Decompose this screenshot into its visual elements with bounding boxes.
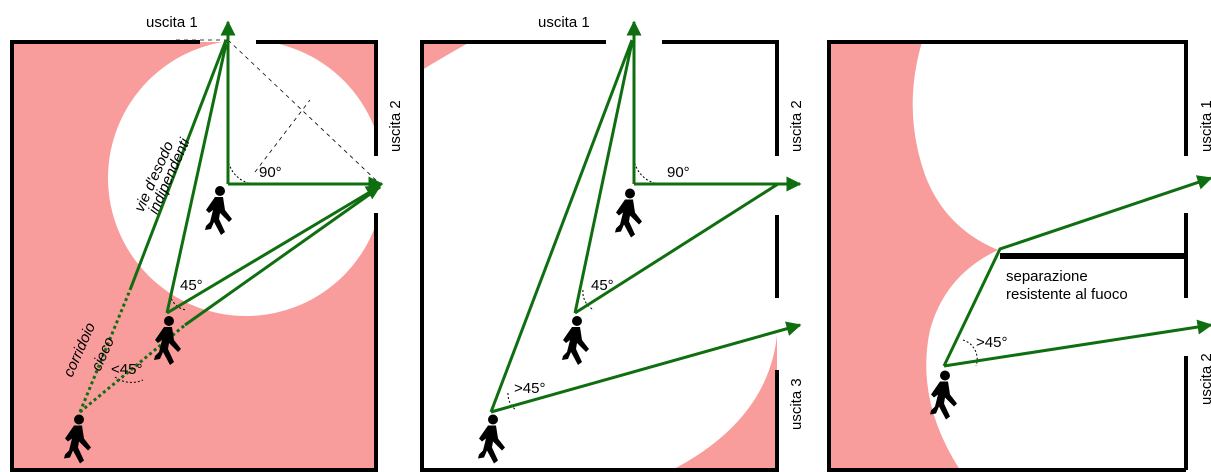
panel-3-zones xyxy=(829,42,998,470)
panel-2-routes xyxy=(489,20,802,414)
person-walking-icon xyxy=(562,316,589,365)
separation-label: resistente al fuoco xyxy=(1006,286,1128,303)
person-walking-icon xyxy=(930,370,957,420)
exit-label: uscita 1 xyxy=(1198,100,1211,152)
panel-1: uscita 1 uscita 2 90° 45° <45° vie d'eso… xyxy=(10,14,404,472)
panel-2-blind-zone xyxy=(422,42,470,70)
angle-label: >45° xyxy=(514,380,545,397)
exit-label: uscita 3 xyxy=(788,378,805,430)
route-arrow xyxy=(574,182,779,315)
person-walking-icon xyxy=(615,188,642,238)
panel-2-walls xyxy=(420,40,779,472)
exit-label: uscita 2 xyxy=(387,100,404,152)
route-arrow xyxy=(166,184,382,315)
wall xyxy=(10,40,378,472)
exit-label: uscita 2 xyxy=(788,100,805,152)
panel-3-guides xyxy=(962,339,978,367)
route-arrow xyxy=(489,39,634,413)
panel-3-blind-zone xyxy=(829,42,998,470)
panel-2: uscita 1 uscita 2 uscita 3 90° 45° >45° xyxy=(420,14,805,472)
panel-3-walls xyxy=(827,40,1188,472)
angle-label: 90° xyxy=(667,164,690,181)
route-arrow xyxy=(184,185,381,327)
angle-label: 45° xyxy=(591,277,614,294)
route-arrow xyxy=(943,319,1211,368)
route-arrow xyxy=(128,39,228,291)
route-arrow xyxy=(490,321,802,414)
panel-3-routes xyxy=(942,175,1211,368)
wall xyxy=(827,40,1188,472)
panel-1-walls xyxy=(10,40,378,472)
panel-3: uscita 1 uscita 2 >45° separazione resis… xyxy=(827,40,1211,472)
separation-label: separazione xyxy=(1006,268,1088,285)
angle-label: >45° xyxy=(976,334,1007,351)
wall xyxy=(256,40,378,156)
panel-2-blind-zone xyxy=(672,335,777,470)
exit-label: uscita 1 xyxy=(538,14,590,31)
angle-label: 45° xyxy=(180,277,203,294)
blind-corridor-line xyxy=(78,289,132,413)
route-arrow xyxy=(573,41,634,314)
panel-2-zones xyxy=(422,42,777,470)
blind-corridor-line xyxy=(79,323,186,414)
person-walking-icon xyxy=(478,414,505,464)
wall xyxy=(662,40,779,156)
route-arrow xyxy=(165,43,228,314)
route-arrow xyxy=(942,175,1211,367)
exit-label: uscita 1 xyxy=(146,14,198,31)
angle-label: <45° xyxy=(111,361,142,378)
panel-1-zones xyxy=(12,40,384,470)
angle-label: 90° xyxy=(259,164,282,181)
exit-label: uscita 2 xyxy=(1198,353,1211,405)
wall xyxy=(420,40,779,472)
panel-1-safe-zone xyxy=(108,40,384,316)
panel-1-routes xyxy=(78,20,384,414)
